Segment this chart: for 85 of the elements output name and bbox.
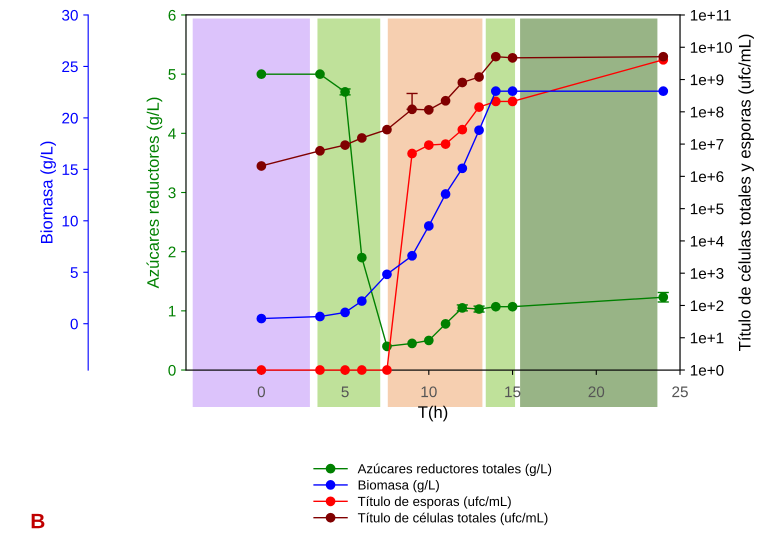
- point: [407, 338, 417, 348]
- y-tick-label: 5: [168, 69, 176, 80]
- point: [440, 96, 450, 106]
- point: [382, 365, 392, 375]
- point: [315, 365, 325, 375]
- x-axis-title: T(h): [418, 406, 448, 422]
- y2-tick-label: 1e+6: [690, 171, 724, 182]
- y3-tick-label: 30: [62, 10, 78, 21]
- y2-tick-label: 1e+11: [690, 10, 731, 21]
- y2-tick-label: 1e+4: [690, 236, 724, 247]
- point: [256, 314, 266, 324]
- point: [340, 365, 350, 375]
- x-tick-label: 10: [421, 386, 437, 398]
- point: [424, 104, 434, 115]
- y3-tick-label: 0: [70, 318, 78, 330]
- y2-tick-label: 1e+3: [690, 268, 724, 279]
- point: [356, 296, 367, 306]
- point: [340, 140, 350, 150]
- point: [490, 86, 501, 96]
- point: [474, 102, 484, 112]
- y2-tick-label: 1e+8: [690, 106, 724, 118]
- point: [508, 302, 518, 312]
- legend-label: Título de células totales (ufc/mL): [358, 512, 548, 526]
- y2-tick-label: 1e+7: [690, 139, 724, 150]
- point: [356, 252, 367, 262]
- point: [424, 336, 434, 346]
- legend-label: Título de esporas (ufc/mL): [358, 496, 511, 509]
- point: [315, 146, 325, 156]
- x-tick-label: 0: [258, 386, 266, 398]
- point: [457, 78, 468, 88]
- y2-tick-label: 1e+1: [690, 332, 724, 344]
- y2-tick-label: 1e+2: [690, 300, 724, 312]
- point: [424, 221, 434, 231]
- point: [508, 86, 518, 96]
- y-tick-label: 0: [168, 364, 176, 376]
- point: [407, 148, 417, 158]
- legend-label: Azúcares reductores totales (g/L): [358, 464, 552, 476]
- point: [340, 308, 350, 318]
- y2-tick-label: 1e+0: [690, 364, 724, 376]
- point: [508, 96, 518, 106]
- point: [490, 302, 501, 312]
- x-tick-label: 20: [588, 386, 604, 398]
- y3-tick-label: 5: [70, 267, 78, 278]
- point: [256, 365, 266, 375]
- x-tick-label: 25: [672, 386, 688, 398]
- y3-tick-label: 20: [62, 112, 78, 124]
- y-tick-label: 2: [168, 246, 176, 258]
- y3-tick-label: 10: [62, 216, 78, 226]
- point: [256, 69, 266, 80]
- y2-tick-label: 1e+10: [690, 42, 732, 53]
- y3-tick-label: 25: [62, 61, 78, 72]
- y-tick-label: 3: [168, 187, 176, 198]
- x-tick-label: 5: [341, 386, 349, 398]
- y-tick-label: 1: [168, 306, 176, 316]
- y-tick-label: 4: [168, 128, 176, 139]
- point: [440, 139, 450, 149]
- text: B: [32, 514, 44, 528]
- point: [658, 52, 668, 62]
- point: [474, 125, 484, 136]
- point: [315, 69, 325, 80]
- point: [490, 96, 501, 106]
- point: [256, 161, 266, 171]
- y2-tick-label: 1e+9: [690, 74, 724, 86]
- point: [315, 312, 325, 322]
- point: [356, 133, 367, 143]
- point: [382, 124, 392, 135]
- y-axis-title: Azúcares reductores (g/L): [146, 98, 162, 288]
- point: [440, 319, 450, 329]
- point: [407, 250, 417, 261]
- y-tick-label: 6: [168, 10, 176, 21]
- y3-axis-title: Biomasa (g/L): [40, 142, 56, 244]
- point: [508, 52, 518, 63]
- point: [658, 86, 668, 96]
- point: [457, 163, 468, 174]
- point: [490, 52, 501, 62]
- point: [424, 140, 434, 150]
- point: [382, 269, 392, 280]
- legend-label: Biomasa (g/L): [358, 480, 439, 492]
- point: [356, 365, 367, 375]
- point: [457, 124, 468, 135]
- y3-tick-label: 15: [62, 164, 78, 176]
- point: [440, 189, 450, 199]
- y2-axis-title: Título de células totales y esporas (ufc/mL): [738, 34, 754, 351]
- point: [474, 72, 484, 82]
- y2-tick-label: 1e+5: [690, 204, 724, 214]
